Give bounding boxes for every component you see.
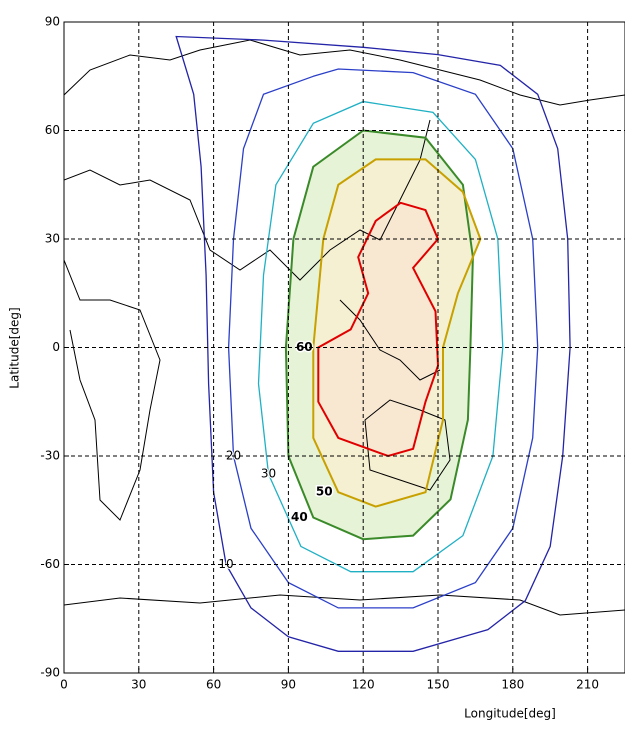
y-tick-label: -30 <box>40 449 60 463</box>
contour-level-label: 40 <box>291 510 308 524</box>
contour-fills <box>285 130 481 540</box>
x-tick-label: 0 <box>60 678 68 692</box>
x-axis-label: Longitude[deg] <box>464 707 556 721</box>
coastline <box>64 39 625 106</box>
x-tick-label: 30 <box>131 678 146 692</box>
x-tick-label: 210 <box>576 678 599 692</box>
x-tick-label: 90 <box>281 678 296 692</box>
contour-fill <box>318 202 438 456</box>
contour-line <box>257 100 504 573</box>
y-tick-label: -60 <box>40 557 60 571</box>
contour-line <box>227 68 539 609</box>
y-axis-label: Latitude[deg] <box>8 307 22 388</box>
x-tick-label: 120 <box>352 678 375 692</box>
coastline <box>64 119 431 281</box>
y-tick-label: 60 <box>45 123 60 137</box>
y-tick-label: 90 <box>45 15 60 29</box>
x-tick-label: 150 <box>427 678 450 692</box>
y-tick-label: -90 <box>40 666 60 680</box>
contour-line <box>317 201 440 458</box>
contour-inline-label: 30 <box>261 467 276 481</box>
coastline <box>64 594 625 616</box>
x-tick-label: 180 <box>501 678 524 692</box>
contour-line <box>175 35 571 652</box>
coastlines <box>64 39 625 616</box>
coastline <box>364 399 451 491</box>
coastline <box>64 259 161 521</box>
y-tick-label: 0 <box>52 340 60 354</box>
y-tick-label: 30 <box>45 232 60 246</box>
x-tick-label: 60 <box>206 678 221 692</box>
contour-level-label: 50 <box>316 485 333 499</box>
contour-line <box>284 129 474 541</box>
